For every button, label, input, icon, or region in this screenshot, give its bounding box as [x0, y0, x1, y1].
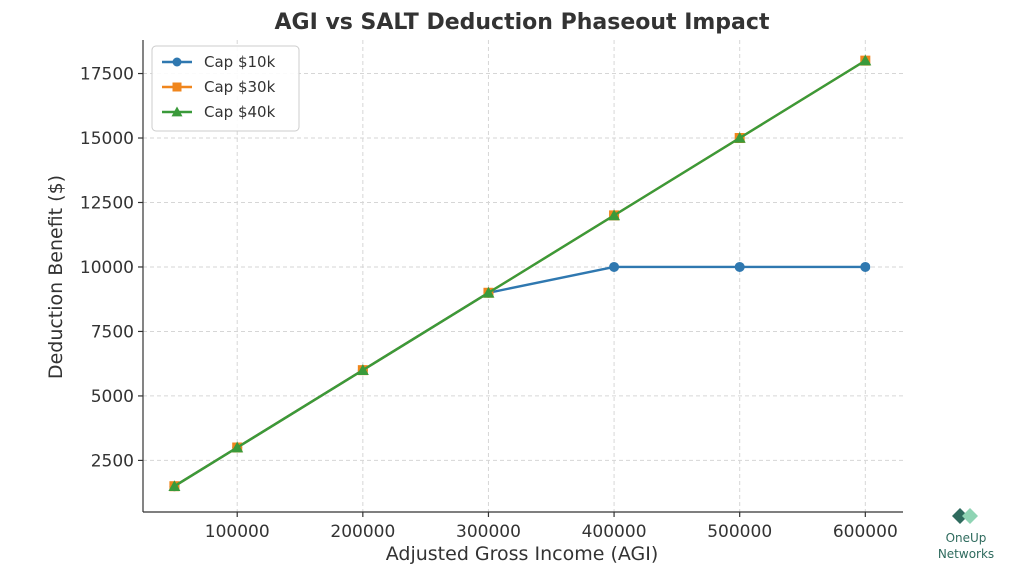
oneup-logo: OneUp Networks — [938, 508, 994, 561]
axes: 100000 200000 300000 400000 500000 600000 2500… — [80, 40, 903, 542]
legend-marker — [172, 57, 182, 67]
data-point — [356, 364, 369, 375]
legend-item: Cap $10k — [162, 53, 276, 71]
y-tick-label: 17500 — [80, 65, 134, 85]
legend-item: Cap $40k — [162, 103, 276, 121]
y-tick-label: 7500 — [91, 322, 134, 342]
y-tick-label: 2500 — [91, 451, 134, 471]
y-tick-label: 5000 — [91, 387, 134, 407]
data-point — [734, 261, 745, 272]
y-tick-label: 15000 — [80, 129, 134, 149]
legend-item: Cap $30k — [162, 78, 276, 96]
series-layer — [168, 54, 872, 492]
x-axis-label: Adjusted Gross Income (AGI) — [386, 543, 659, 565]
series-Cap $10k — [169, 261, 871, 492]
legend-label: Cap $10k — [204, 53, 276, 71]
series-Cap $40k — [168, 54, 872, 492]
logo-line2: Networks — [938, 547, 994, 561]
y-tick-label: 10000 — [80, 258, 134, 278]
x-tick-label: 300000 — [456, 522, 521, 542]
legend-label: Cap $30k — [204, 78, 276, 96]
legend-label: Cap $40k — [204, 103, 276, 121]
series-line — [173, 265, 866, 488]
data-point — [860, 261, 871, 272]
logo-line1: OneUp — [946, 531, 987, 545]
data-point — [482, 286, 495, 298]
data-point — [733, 132, 746, 143]
legend: Cap $10k Cap $30k Cap $40k — [151, 45, 300, 132]
y-axis-label: Deduction Benefit ($) — [45, 175, 67, 379]
x-tick-label: 600000 — [833, 522, 898, 542]
data-point — [168, 480, 181, 492]
legend-box — [151, 45, 300, 132]
data-point — [609, 261, 620, 272]
legend-marker — [172, 82, 182, 92]
x-tick-label: 500000 — [707, 522, 772, 542]
logo-mark-icon — [952, 508, 978, 524]
y-tick-label: 12500 — [80, 193, 134, 213]
data-point — [608, 209, 621, 221]
chart-title: AGI vs SALT Deduction Phaseout Impact — [275, 10, 770, 35]
x-tick-label: 400000 — [582, 522, 647, 542]
x-tick-label: 200000 — [330, 522, 395, 542]
data-point — [859, 54, 872, 66]
legend-marker — [171, 106, 183, 117]
x-tick-label: 100000 — [205, 522, 270, 542]
data-point — [231, 441, 244, 453]
